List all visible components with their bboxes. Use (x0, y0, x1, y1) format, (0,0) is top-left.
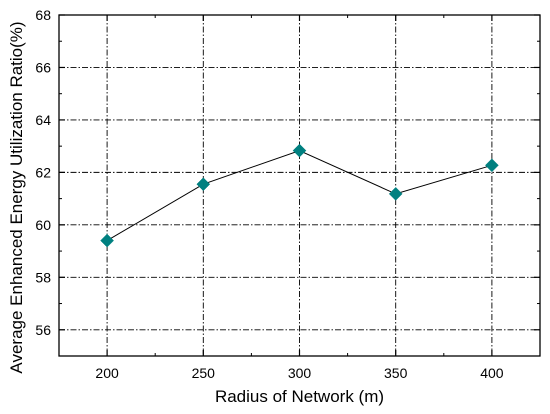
x-tick-label: 350 (384, 365, 408, 381)
y-tick-label: 68 (35, 7, 51, 23)
tick-labels: 200 250 300 350 400 56 58 60 62 64 66 68 (35, 7, 503, 381)
x-tick-label: 200 (95, 365, 119, 381)
data-point-marker (196, 177, 211, 192)
data-point-marker (100, 233, 114, 248)
series (100, 143, 499, 248)
y-tick-label: 62 (35, 164, 51, 180)
plot-frame (58, 14, 541, 357)
data-point-marker (388, 187, 403, 201)
x-tick-label: 400 (480, 365, 504, 381)
data-point-marker (485, 158, 499, 173)
data-point-marker (292, 143, 307, 158)
x-axis-label: Radius of Network (m) (215, 387, 384, 406)
x-tick-label: 250 (192, 365, 216, 381)
y-tick-label: 60 (35, 217, 51, 233)
tick-marks (59, 14, 540, 357)
x-tick-label: 300 (288, 365, 312, 381)
y-tick-label: 58 (35, 269, 51, 285)
y-axis-label: Average Enhanced Energy Utilization Rati… (7, 21, 26, 373)
y-tick-label: 66 (35, 59, 51, 75)
y-tick-label: 56 (35, 322, 51, 338)
y-tick-label: 64 (35, 112, 51, 128)
